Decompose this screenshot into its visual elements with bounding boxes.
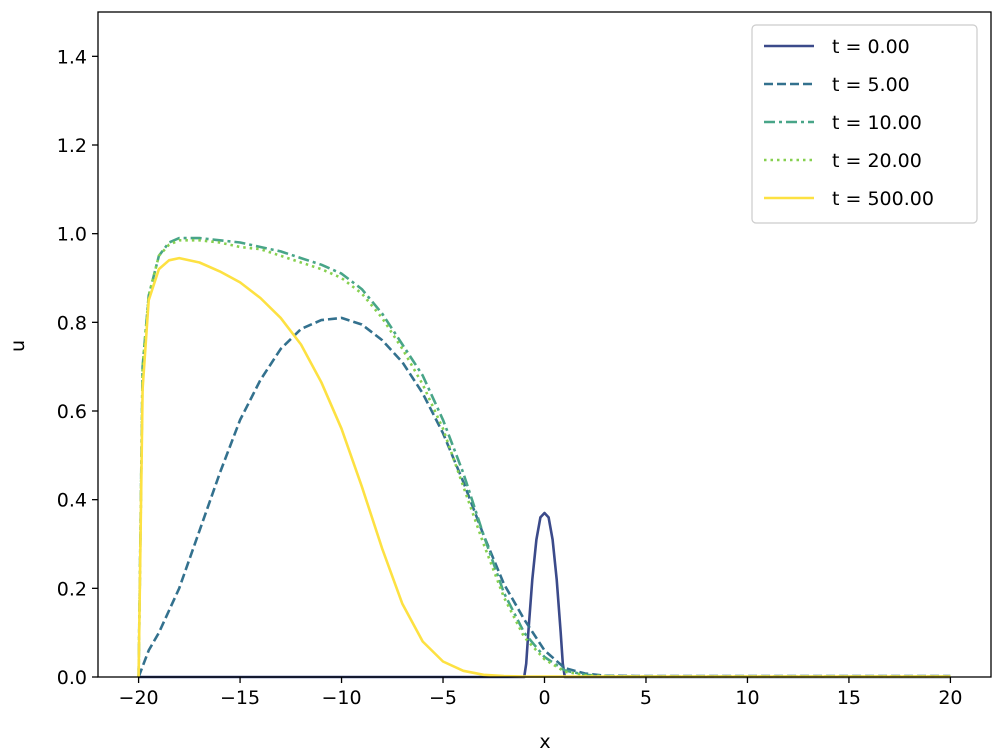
x-tick-label: −10 [321,687,361,709]
y-tick-label: 0.6 [57,401,87,423]
x-axis-label: x [539,731,550,753]
y-tick-label: 0.0 [57,667,87,689]
series-line-0 [138,511,951,679]
x-tick-label: 10 [735,687,759,709]
x-tick-label: 5 [640,687,652,709]
y-tick-label: 1.0 [57,224,87,246]
y-axis-label: u [7,340,29,352]
x-tick-label: 0 [538,687,550,709]
x-tick-label: −15 [220,687,260,709]
x-tick-label: 20 [938,687,962,709]
series-line-1 [137,316,951,678]
x-tick-label: −5 [429,687,457,709]
legend-label-2: t = 10.00 [832,112,922,134]
x-tick-label: −20 [119,687,159,709]
legend: t = 0.00 t = 5.00 t = 10.00 t = 20.00 t = 50… [751,24,978,224]
y-tick-label: 0.2 [57,578,87,600]
y-tick-label: 1.4 [57,46,87,68]
legend-label-1: t = 5.00 [832,74,910,96]
axes: −20 −15 −10 −5 0 5 10 15 20 0.0 0.2 0.4 0.6 0.8 1.0 1.2… [57,11,992,709]
y-tick-label: 1.2 [57,135,87,157]
x-tick-label: 15 [837,687,861,709]
y-tick-label: 0.4 [57,490,87,512]
y-tick-label: 0.8 [57,312,87,334]
plot-lines [137,236,951,679]
series-line-3 [137,239,951,678]
legend-box [751,24,978,224]
legend-label-0: t = 0.00 [832,36,910,58]
legend-label-4: t = 500.00 [832,188,934,210]
legend-label-3: t = 20.00 [832,150,922,172]
